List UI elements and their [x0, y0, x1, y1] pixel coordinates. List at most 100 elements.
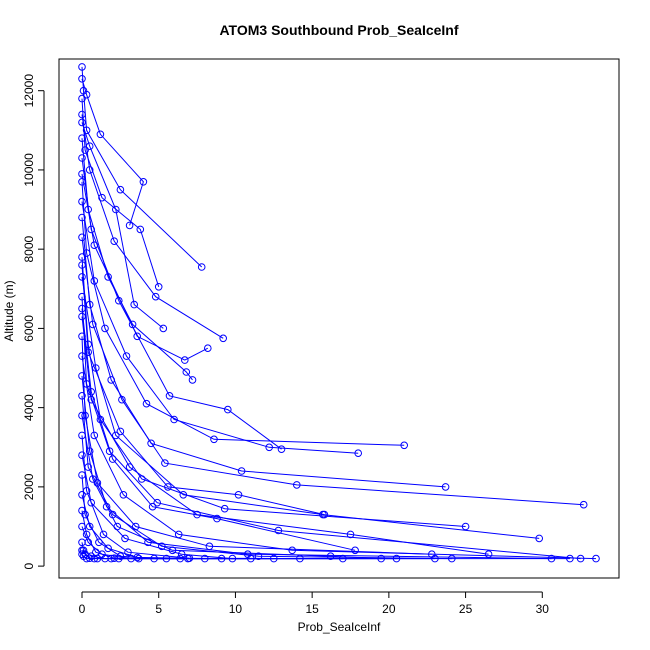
- y-axis-label: Altitude (m): [2, 280, 16, 341]
- data-point: [78, 197, 86, 206]
- data-point: [177, 550, 186, 559]
- data-point: [179, 491, 188, 499]
- data-point: [158, 542, 166, 551]
- data-point: [78, 75, 86, 83]
- data-point: [78, 451, 86, 460]
- data-point: [566, 554, 574, 563]
- series-line: [81, 494, 435, 560]
- data-point: [87, 395, 95, 404]
- data-point: [274, 526, 283, 535]
- data-point: [153, 498, 161, 507]
- data-point: [78, 261, 86, 269]
- plot-area: [58, 58, 620, 579]
- data-point: [78, 352, 86, 360]
- series-30: [78, 170, 212, 364]
- data-point: [87, 388, 95, 396]
- data-point: [293, 481, 301, 489]
- series-line: [81, 66, 203, 268]
- series-5: [78, 154, 286, 454]
- data-point: [78, 94, 86, 103]
- data-point: [89, 475, 97, 483]
- data-point: [78, 471, 86, 479]
- data-point: [107, 554, 115, 563]
- series-16: [78, 372, 556, 563]
- series-32: [78, 304, 359, 555]
- series-line: [81, 157, 282, 450]
- data-point: [288, 546, 297, 555]
- data-point: [592, 554, 600, 563]
- data-point: [320, 510, 329, 519]
- chart-title: ATOM3 Southbound Prob_SeaIceInf: [219, 22, 458, 38]
- y-tick-label: 0: [22, 562, 36, 569]
- y-tick-label: 12000: [22, 74, 36, 108]
- data-point: [112, 205, 120, 214]
- data-point: [122, 352, 131, 360]
- series-13: [78, 312, 493, 559]
- data-point: [441, 483, 450, 491]
- data-point: [93, 479, 102, 487]
- data-point: [125, 221, 134, 230]
- series-29: [78, 118, 168, 333]
- data-point: [90, 241, 99, 249]
- data-point: [78, 118, 86, 127]
- series-8: [78, 213, 450, 491]
- data-point: [354, 449, 363, 458]
- data-point: [213, 514, 221, 523]
- x-tick-label: 20: [382, 602, 396, 616]
- data-point: [85, 166, 94, 174]
- data-point: [84, 348, 92, 357]
- data-point: [78, 550, 86, 559]
- data-point: [78, 63, 86, 71]
- series-line: [81, 395, 452, 560]
- data-point: [78, 392, 86, 400]
- data-point: [147, 439, 155, 448]
- data-point: [351, 546, 359, 555]
- data-point: [98, 193, 106, 202]
- data-point: [101, 324, 109, 333]
- data-point: [85, 522, 94, 531]
- data-point: [78, 431, 86, 440]
- data-point: [78, 372, 86, 380]
- plot-frame: [58, 58, 620, 579]
- series-line: [81, 78, 144, 226]
- series-18: [78, 411, 386, 563]
- data-point: [270, 554, 278, 563]
- data-point: [535, 534, 544, 543]
- series-line: [81, 356, 597, 560]
- series-layer: [78, 63, 600, 563]
- x-axis: 0 5 10 15 20 25 30: [79, 591, 549, 616]
- series-31: [78, 261, 329, 519]
- data-point: [151, 292, 160, 301]
- data-point: [90, 277, 99, 285]
- data-point: [82, 90, 91, 99]
- data-point: [78, 538, 86, 547]
- x-tick-label: 0: [79, 602, 86, 616]
- data-point: [164, 483, 172, 491]
- data-point: [78, 522, 86, 531]
- y-tick-label: 8000: [22, 235, 36, 262]
- data-point: [220, 504, 229, 513]
- series-10: [78, 253, 470, 531]
- data-point: [159, 324, 168, 333]
- series-line: [81, 122, 164, 329]
- data-point: [188, 376, 197, 384]
- series-line: [81, 237, 584, 506]
- data-point: [174, 530, 183, 539]
- data-point: [579, 500, 588, 509]
- series-line: [81, 257, 466, 527]
- data-point: [254, 552, 263, 561]
- data-point: [204, 344, 212, 353]
- data-point: [78, 154, 86, 162]
- series-line: [81, 114, 224, 339]
- data-point: [78, 213, 86, 222]
- series-line: [81, 415, 382, 560]
- series-line: [81, 553, 181, 560]
- data-point: [400, 441, 409, 450]
- data-point: [346, 530, 355, 539]
- data-point: [136, 225, 145, 234]
- data-point: [99, 530, 108, 539]
- data-point: [87, 498, 95, 507]
- data-point: [78, 506, 86, 515]
- data-point: [181, 356, 189, 364]
- data-point: [108, 455, 117, 463]
